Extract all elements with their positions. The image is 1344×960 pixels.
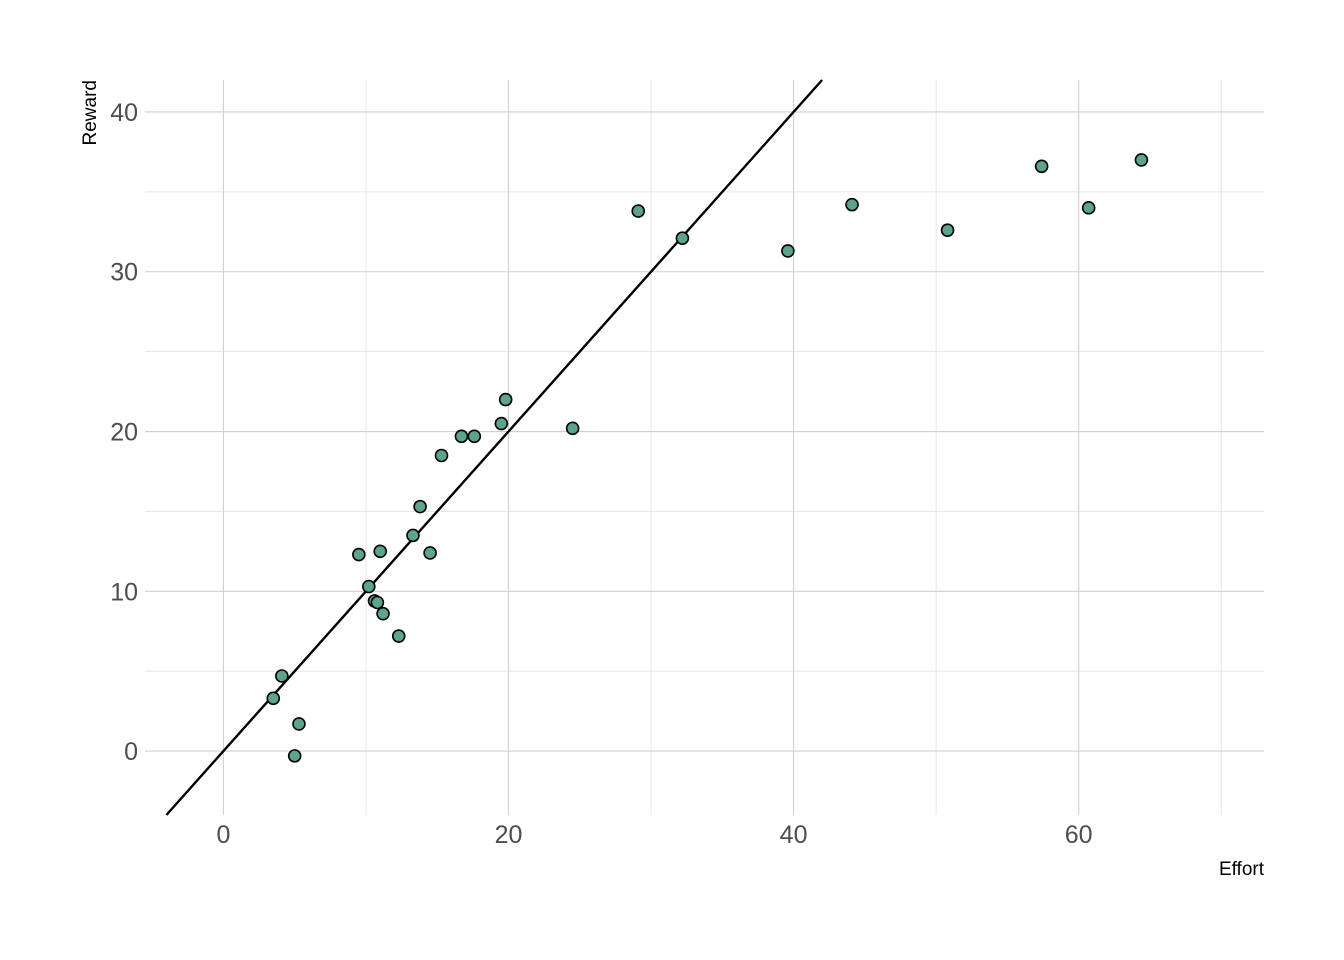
- data-points: [266, 153, 1149, 763]
- reference-line: [165, 79, 823, 816]
- data-point: [498, 392, 513, 407]
- data-point: [423, 546, 437, 560]
- tick-labels: 0 20 40 60 0 10 20 30 40: [110, 99, 1092, 849]
- data-point: [565, 421, 580, 436]
- data-point: [1034, 159, 1049, 174]
- x-tick-label: 20: [495, 821, 523, 849]
- data-point: [1134, 153, 1149, 167]
- data-point: [454, 429, 469, 444]
- y-tick-label: 30: [110, 259, 138, 287]
- data-point: [1081, 201, 1096, 215]
- data-point: [391, 629, 406, 643]
- reference-line-layer: [165, 79, 823, 816]
- y-tick-label: 10: [110, 578, 138, 606]
- data-point: [781, 244, 795, 258]
- y-tick-label: 0: [124, 738, 138, 766]
- data-point: [406, 528, 420, 543]
- data-point: [940, 223, 955, 237]
- data-point: [370, 595, 385, 610]
- x-axis-title: Effort: [1219, 859, 1265, 880]
- data-point: [413, 499, 427, 514]
- data-point: [361, 579, 376, 594]
- data-point: [376, 606, 390, 621]
- data-point: [675, 231, 690, 245]
- y-axis-title: Reward: [80, 80, 101, 145]
- data-point: [287, 749, 302, 763]
- data-point: [266, 691, 281, 706]
- data-point: [467, 429, 482, 444]
- x-tick-label: 40: [780, 821, 808, 849]
- data-point: [845, 197, 859, 212]
- x-tick-label: 60: [1065, 821, 1093, 849]
- data-point: [434, 448, 449, 463]
- grid: [145, 80, 1264, 815]
- data-point: [494, 416, 509, 431]
- data-point: [352, 547, 366, 562]
- y-tick-label: 20: [110, 419, 138, 447]
- data-point: [373, 544, 388, 559]
- y-tick-label: 40: [110, 99, 138, 127]
- data-point: [631, 204, 646, 218]
- x-tick-label: 0: [216, 821, 230, 849]
- data-point: [292, 717, 306, 731]
- data-point: [275, 669, 289, 683]
